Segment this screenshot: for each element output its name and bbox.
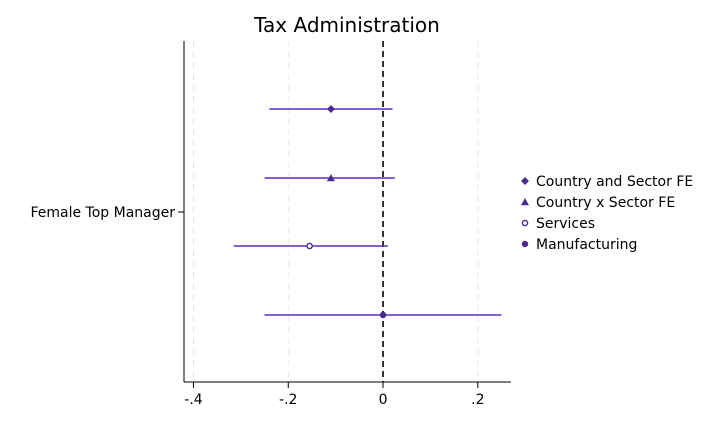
x-tick-label: -.2 [279,392,297,408]
legend-label: Country and Sector FE [536,174,693,190]
x-tick-label: .2 [471,392,484,408]
point-estimate [306,242,313,250]
grid [192,41,479,382]
x-tick-label: 0 [379,392,388,408]
legend-label: Manufacturing [536,237,637,253]
legend-marker [521,198,529,206]
point-estimate [326,174,335,182]
x-tick-label: -.4 [184,392,203,408]
series-layer [233,105,502,319]
legend-marker [521,240,529,248]
legend-marker [521,219,529,227]
x-ticks: -.4 -.2 0 .2 [184,382,485,408]
point-estimate [326,105,335,113]
legend-label: Country x Sector FE [536,195,675,211]
chart-title: Tax Administration [253,13,440,37]
legend-label: Services [536,216,595,232]
legend-marker [521,177,529,185]
y-category-label: Female Top Manager [30,205,175,221]
legend: Country and Sector FE Country x Sector FE… [521,174,693,253]
point-estimate [379,311,387,319]
